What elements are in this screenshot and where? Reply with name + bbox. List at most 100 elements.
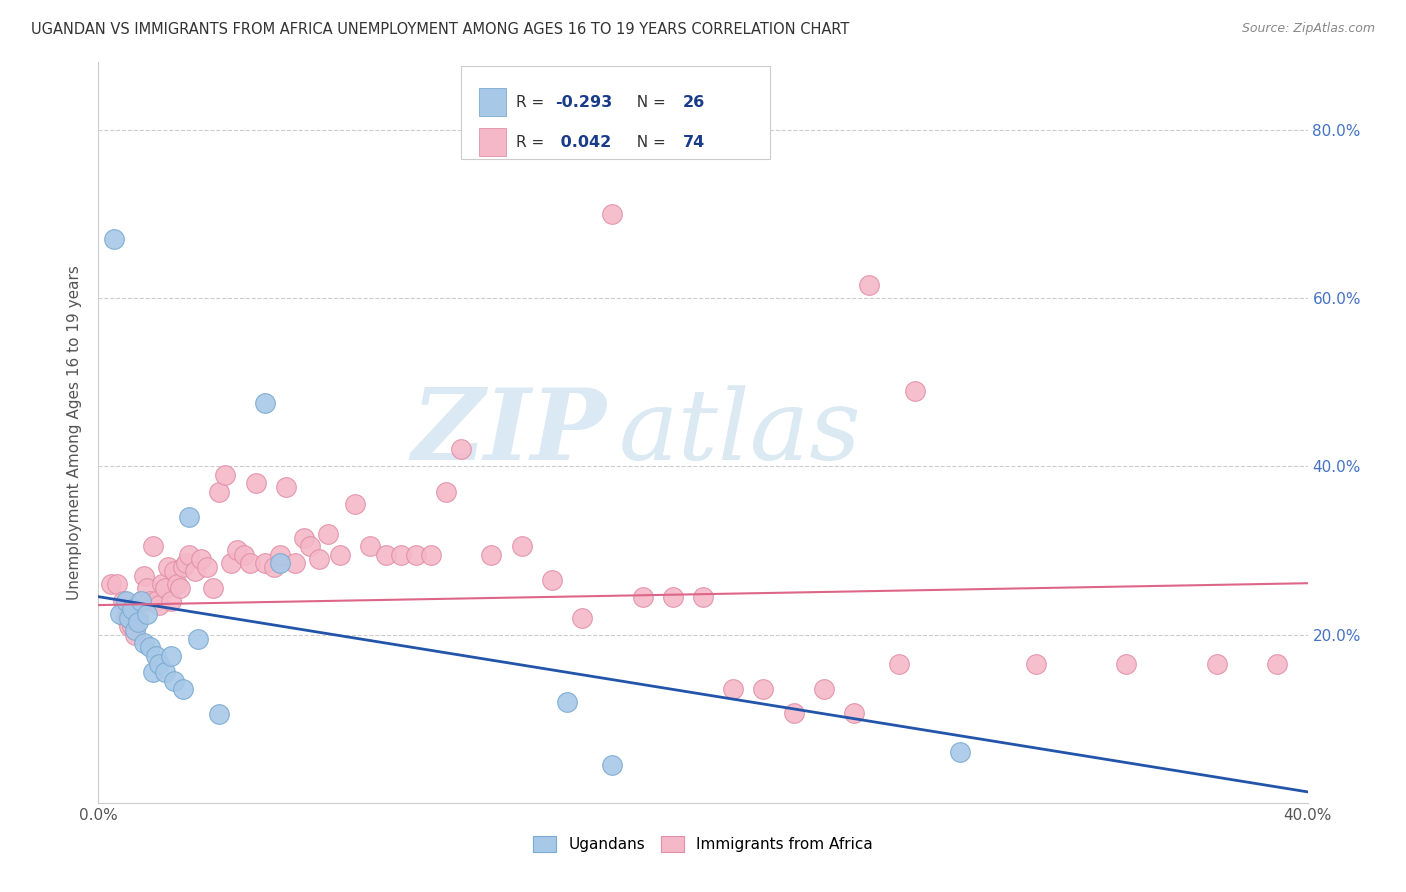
Point bbox=[813, 682, 835, 697]
Text: R =: R = bbox=[516, 135, 548, 150]
Point bbox=[226, 543, 249, 558]
Point bbox=[132, 636, 155, 650]
Point bbox=[602, 758, 624, 772]
Point bbox=[284, 556, 307, 570]
Point bbox=[208, 484, 231, 499]
Text: N =: N = bbox=[627, 95, 671, 110]
Point bbox=[127, 615, 149, 629]
Point bbox=[1267, 657, 1289, 671]
Point bbox=[631, 590, 654, 604]
Point bbox=[202, 581, 225, 595]
Point bbox=[510, 539, 533, 553]
Point bbox=[232, 548, 254, 562]
Point bbox=[169, 581, 191, 595]
Text: 0.042: 0.042 bbox=[555, 135, 612, 150]
Text: Source: ZipAtlas.com: Source: ZipAtlas.com bbox=[1241, 22, 1375, 36]
Point bbox=[253, 396, 276, 410]
Point bbox=[752, 682, 775, 697]
Point bbox=[858, 278, 880, 293]
Point bbox=[174, 556, 197, 570]
Text: N =: N = bbox=[627, 135, 671, 150]
Point bbox=[571, 610, 593, 624]
Point bbox=[844, 706, 866, 720]
Point bbox=[148, 598, 170, 612]
Point bbox=[163, 565, 186, 579]
Point bbox=[127, 610, 149, 624]
Point bbox=[221, 556, 243, 570]
Point bbox=[269, 548, 291, 562]
FancyBboxPatch shape bbox=[461, 66, 769, 159]
Point bbox=[114, 594, 136, 608]
Point bbox=[139, 594, 162, 608]
Point bbox=[163, 673, 186, 688]
Point bbox=[949, 745, 972, 759]
Point bbox=[274, 480, 297, 494]
Point bbox=[1206, 657, 1229, 671]
Point bbox=[316, 526, 339, 541]
Point bbox=[139, 640, 162, 655]
Point bbox=[153, 581, 176, 595]
Point bbox=[481, 548, 503, 562]
Point bbox=[195, 560, 218, 574]
Point bbox=[172, 560, 194, 574]
Point bbox=[105, 577, 128, 591]
Point bbox=[208, 707, 231, 722]
Point bbox=[132, 568, 155, 582]
Point bbox=[160, 648, 183, 663]
Point bbox=[434, 484, 457, 499]
Point bbox=[118, 610, 141, 624]
Point bbox=[420, 548, 443, 562]
Point bbox=[245, 476, 267, 491]
Point bbox=[142, 665, 165, 680]
Point bbox=[114, 610, 136, 624]
Point bbox=[405, 548, 427, 562]
Point bbox=[187, 632, 209, 646]
Text: ZIP: ZIP bbox=[412, 384, 606, 481]
Point bbox=[904, 384, 927, 398]
Point bbox=[450, 442, 472, 457]
Point bbox=[150, 577, 173, 591]
Point bbox=[329, 548, 352, 562]
Point bbox=[148, 657, 170, 671]
Point bbox=[118, 619, 141, 633]
Point bbox=[692, 590, 714, 604]
Point bbox=[889, 657, 911, 671]
Point bbox=[661, 590, 683, 604]
Point bbox=[179, 509, 201, 524]
Point bbox=[111, 594, 134, 608]
Point bbox=[389, 548, 412, 562]
Point bbox=[142, 539, 165, 553]
Point bbox=[253, 556, 276, 570]
Point bbox=[299, 539, 322, 553]
Point bbox=[263, 560, 285, 574]
Bar bbox=[479, 88, 506, 116]
Point bbox=[160, 594, 183, 608]
Text: -0.293: -0.293 bbox=[555, 95, 613, 110]
Point bbox=[121, 619, 143, 633]
Text: UGANDAN VS IMMIGRANTS FROM AFRICA UNEMPLOYMENT AMONG AGES 16 TO 19 YEARS CORRELA: UGANDAN VS IMMIGRANTS FROM AFRICA UNEMPL… bbox=[31, 22, 849, 37]
Bar bbox=[479, 128, 506, 156]
Point bbox=[269, 556, 291, 570]
Point bbox=[124, 627, 146, 641]
Point bbox=[145, 648, 167, 663]
Point bbox=[166, 577, 188, 591]
Point bbox=[172, 682, 194, 697]
Point bbox=[179, 548, 201, 562]
Text: R =: R = bbox=[516, 95, 548, 110]
Point bbox=[108, 607, 131, 621]
Point bbox=[135, 581, 157, 595]
Point bbox=[124, 624, 146, 638]
Point bbox=[783, 706, 806, 720]
Point bbox=[103, 232, 125, 246]
Point bbox=[308, 551, 330, 566]
Point bbox=[292, 531, 315, 545]
Point bbox=[1115, 657, 1137, 671]
Point bbox=[129, 594, 152, 608]
Point bbox=[153, 665, 176, 680]
Point bbox=[1024, 657, 1046, 671]
Point bbox=[135, 607, 157, 621]
Point bbox=[374, 548, 396, 562]
Point bbox=[190, 551, 212, 566]
Text: 74: 74 bbox=[682, 135, 704, 150]
Point bbox=[602, 207, 624, 221]
